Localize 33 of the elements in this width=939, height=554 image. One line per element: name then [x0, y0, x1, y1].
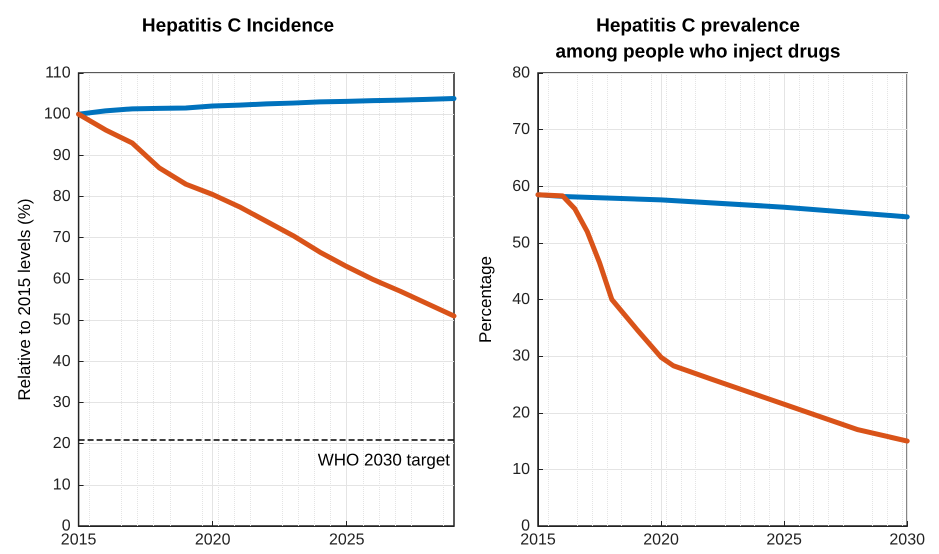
y-tick-label: 60	[52, 270, 71, 288]
y-tick-label: 60	[512, 178, 530, 195]
x-tick-label: 2020	[643, 532, 679, 548]
x-tick-label: 2030	[889, 532, 926, 548]
y-tick-label: 100	[44, 106, 71, 123]
y-tick-label: 0	[62, 518, 71, 534]
y-tick-label: 10	[512, 460, 530, 478]
y-tick-label: 50	[512, 234, 530, 252]
y-tick-label: 0	[521, 518, 530, 534]
y-tick-label: 20	[512, 404, 530, 422]
x-tick-label: 2025	[766, 532, 802, 548]
y-tick-label: 70	[512, 121, 530, 138]
chart-title: Hepatitis C Incidence	[142, 16, 334, 36]
y-tick-label: 30	[52, 394, 71, 411]
y-tick-label: 30	[512, 348, 530, 365]
y-tick-label: 40	[512, 291, 530, 308]
y-axis-title: Percentage	[476, 256, 495, 343]
chart-title: Hepatitis C prevalence among people who inject drugs	[555, 16, 841, 62]
ref-line-label: WHO 2030 target	[318, 450, 450, 470]
y-tick-label: 50	[52, 312, 71, 329]
y-tick-label: 80	[52, 188, 71, 206]
y-tick-label: 90	[52, 146, 71, 164]
y-tick-label: 70	[52, 229, 71, 246]
y-tick-label: 80	[512, 64, 530, 82]
x-tick-label: 2020	[194, 532, 231, 548]
y-tick-label: 40	[52, 352, 71, 370]
x-tick-label: 2015	[520, 532, 556, 548]
x-tick-label: 2015	[60, 532, 96, 548]
y-tick-label: 10	[52, 476, 71, 494]
y-axis-title: Relative to 2015 levels (%)	[15, 198, 34, 401]
y-tick-label: 110	[45, 64, 71, 82]
x-tick-label: 2025	[328, 532, 365, 548]
y-tick-label: 20	[52, 435, 71, 452]
